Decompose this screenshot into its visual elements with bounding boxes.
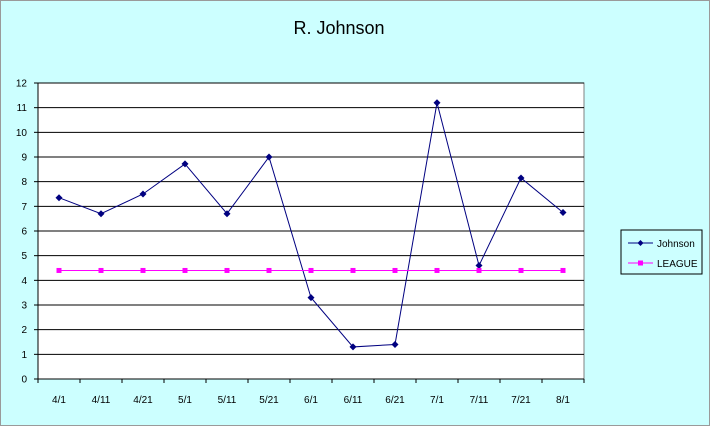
x-tick-label: 6/21 <box>385 395 405 406</box>
gridlines <box>38 82 584 355</box>
point-johnson <box>55 194 63 202</box>
point-johnson <box>349 343 357 351</box>
point-johnson <box>559 209 567 216</box>
x-tick-label: 6/11 <box>344 395 363 406</box>
point-league <box>350 267 356 273</box>
x-tick-label: 8/1 <box>556 395 570 406</box>
y-tick-label: 3 <box>21 301 27 312</box>
x-tick-label: 5/11 <box>218 395 237 406</box>
point-league <box>182 267 188 273</box>
legend-label-league: LEAGUE <box>657 259 698 270</box>
series-layer <box>55 99 567 351</box>
point-league <box>392 267 398 273</box>
point-johnson <box>307 294 315 302</box>
point-league <box>308 267 314 273</box>
x-tick-label: 5/21 <box>259 395 279 406</box>
y-tick-label: 11 <box>17 103 28 114</box>
point-league <box>56 267 62 273</box>
point-league <box>476 267 482 273</box>
y-tick-label: 6 <box>21 227 27 238</box>
x-tick-label: 6/1 <box>304 395 318 406</box>
x-tick-label: 4/11 <box>92 395 111 406</box>
point-johnson <box>391 340 399 348</box>
point-league <box>434 267 440 273</box>
point-league <box>518 267 524 273</box>
point-league <box>560 267 566 273</box>
point-johnson <box>139 190 147 198</box>
point-johnson <box>517 174 525 182</box>
point-league <box>266 267 272 273</box>
point-johnson <box>223 210 231 218</box>
y-tick-label: 7 <box>21 202 27 213</box>
point-league <box>224 267 230 273</box>
x-tick-label: 4/21 <box>133 395 153 406</box>
point-league <box>140 267 146 273</box>
point-johnson <box>475 262 483 270</box>
x-tick-label: 7/11 <box>470 395 489 406</box>
point-johnson <box>433 99 441 107</box>
y-tick-label: 0 <box>21 375 27 386</box>
legend: Johnson LEAGUE <box>620 229 703 275</box>
y-tick-label: 4 <box>21 276 27 287</box>
chart-title: R. Johnson <box>293 18 384 38</box>
legend-label-johnson: Johnson <box>657 239 695 250</box>
y-tick-label: 12 <box>16 79 28 90</box>
y-tick-label: 10 <box>16 128 28 139</box>
y-tick-label: 8 <box>21 177 27 188</box>
y-tick-label: 5 <box>21 251 27 262</box>
legend-marker-league <box>638 260 643 266</box>
x-tick-label: 5/1 <box>178 395 192 406</box>
point-johnson <box>97 210 105 218</box>
point-league <box>98 267 104 273</box>
y-tick-label: 9 <box>21 153 27 164</box>
x-tick-label: 7/21 <box>511 395 531 406</box>
x-tick-label: 7/1 <box>430 395 444 406</box>
x-tick-label: 4/1 <box>52 395 66 406</box>
y-tick-label: 1 <box>21 350 27 361</box>
y-tick-label: 2 <box>21 325 27 336</box>
legend-box <box>620 229 703 275</box>
point-johnson <box>265 153 273 161</box>
point-johnson <box>181 160 189 168</box>
legend-marker-johnson <box>637 240 644 246</box>
